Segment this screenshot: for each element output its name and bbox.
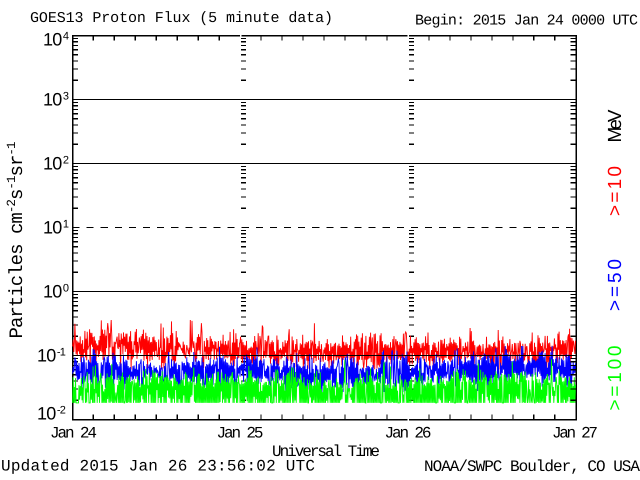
svg-text:102: 10 2 bbox=[43, 154, 69, 174]
svg-text:NOAA/SWPC Boulder, CO USA: NOAA/SWPC Boulder, CO USA bbox=[424, 458, 640, 476]
svg-text:>=100: >=100 bbox=[605, 346, 626, 411]
svg-text:Particles cm-2s-1sr-1: Particles cm-2s-1sr-1 bbox=[5, 142, 28, 339]
svg-text:GOES13 Proton Flux (5 minute d: GOES13 Proton Flux (5 minute data) bbox=[30, 10, 333, 27]
svg-text:Jan 26: Jan 26 bbox=[385, 425, 432, 443]
svg-text:103: 10 3 bbox=[43, 90, 69, 110]
svg-text:10-1: 10 -1 bbox=[37, 346, 66, 366]
svg-text:101: 10 1 bbox=[43, 218, 69, 238]
svg-text:Jan 25: Jan 25 bbox=[217, 425, 264, 443]
svg-text:Updated 2015 Jan 26 23:56:02 U: Updated 2015 Jan 26 23:56:02 UTC bbox=[1, 458, 315, 476]
svg-text:MeV: MeV bbox=[605, 109, 626, 142]
svg-text:104: 10 4 bbox=[43, 29, 69, 49]
svg-text:10-2: 10 -2 bbox=[37, 403, 66, 423]
svg-text:Jan 24: Jan 24 bbox=[50, 425, 97, 443]
svg-text:Jan 27: Jan 27 bbox=[552, 425, 598, 443]
svg-text:Begin: 2015 Jan 24 0000 UTC: Begin: 2015 Jan 24 0000 UTC bbox=[415, 13, 638, 30]
svg-text:Universal Time: Universal Time bbox=[272, 443, 380, 461]
svg-text:100: 10 0 bbox=[43, 282, 69, 302]
